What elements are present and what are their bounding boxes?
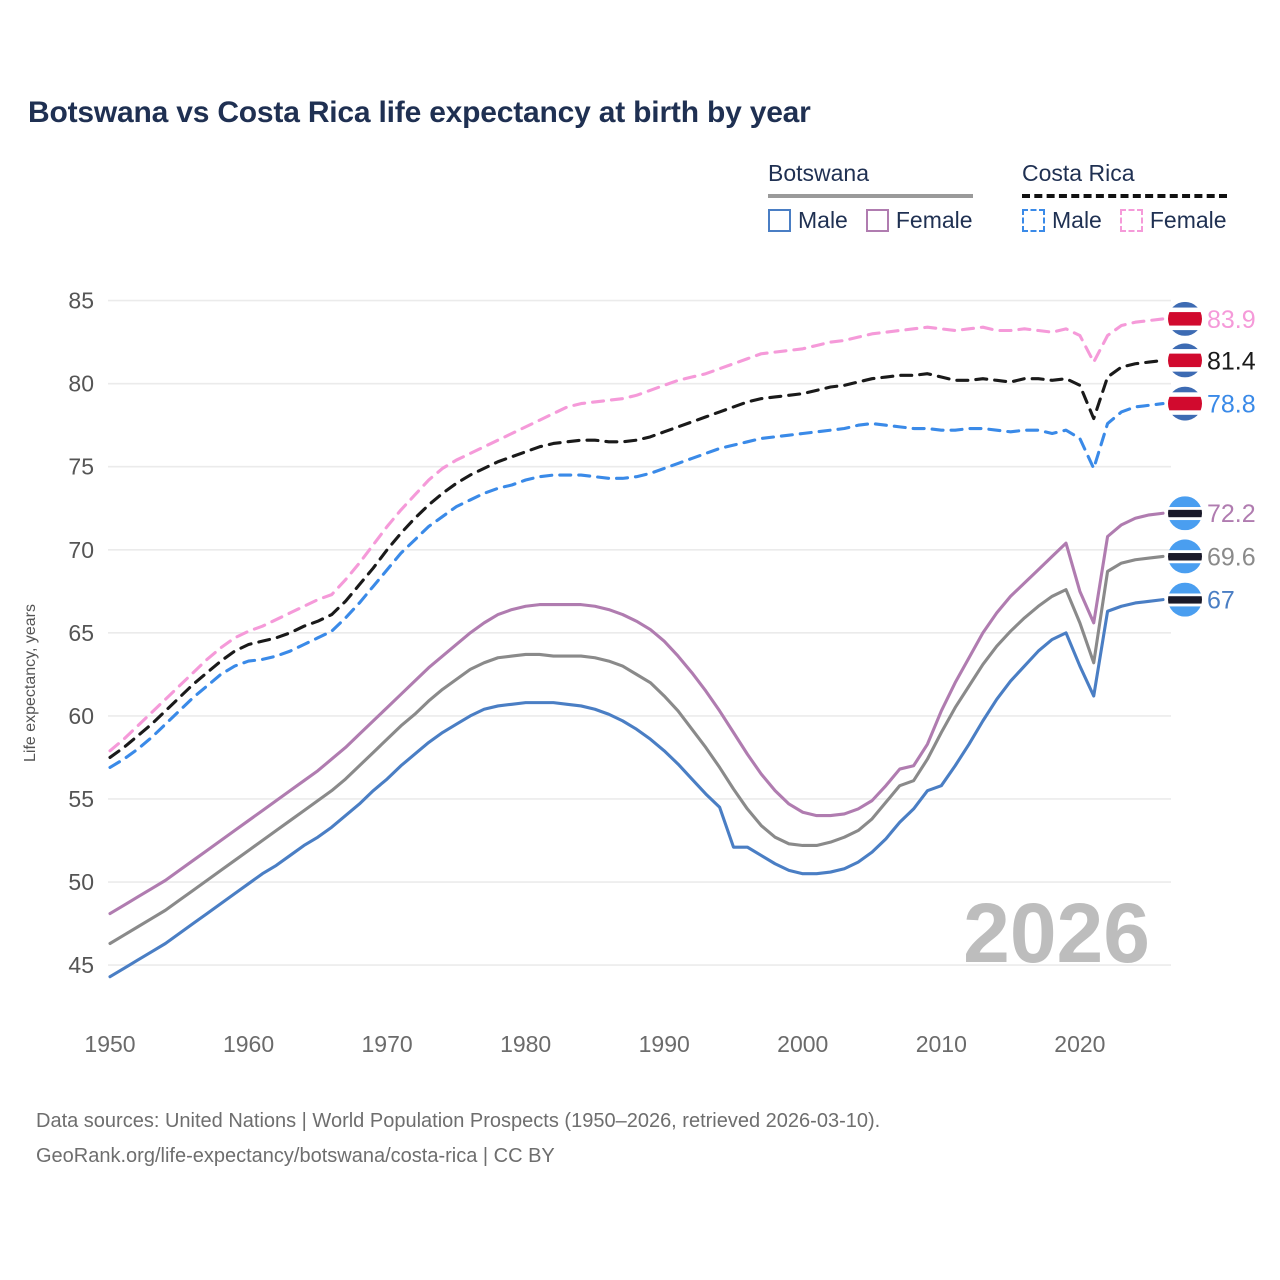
end-marker-costa-rica-female: 83.9 xyxy=(1168,301,1256,336)
y-tick-label: 55 xyxy=(68,786,94,812)
legend-label-female: Female xyxy=(1149,207,1227,233)
end-value-label: 69.6 xyxy=(1207,543,1256,571)
x-axis-ticks: 1950 1960 1970 1980 1990 2000 2010 2020 xyxy=(84,1031,1105,1057)
plot-area: Life expectancy, years 45 50 55 60 65 70 75 80 8… xyxy=(0,262,1280,1057)
end-marker-costa-rica-both: 81.4 xyxy=(1168,343,1256,378)
flag-icon-costa-rica xyxy=(1168,301,1202,336)
legend-rule-solid xyxy=(768,194,973,198)
series-line-costa-rica-female xyxy=(108,317,1165,753)
y-tick-label: 85 xyxy=(68,288,94,314)
legend-item-costa-rica-female[interactable]: Female xyxy=(1119,207,1227,234)
legend-group-botswana: Botswana Male Female xyxy=(768,160,973,234)
end-value-label: 81.4 xyxy=(1207,347,1256,375)
x-tick-label: 2000 xyxy=(777,1031,828,1057)
footer-line-sources: Data sources: United Nations | World Pop… xyxy=(36,1110,881,1132)
end-value-label: 72.2 xyxy=(1207,500,1256,528)
legend-rule-dashed xyxy=(1022,194,1227,198)
line-chart: 45 50 55 60 65 70 75 80 85 1950 1960 1970 1980 1990 2… xyxy=(68,288,1256,1057)
y-tick-label: 50 xyxy=(68,869,94,895)
legend-country-costa-rica: Costa Rica xyxy=(1022,160,1227,198)
footer-credits: Data sources: United Nations | World Pop… xyxy=(36,1104,1246,1174)
series-line-costa-rica-both xyxy=(108,358,1165,759)
y-axis-ticks: 45 50 55 60 65 70 75 80 85 xyxy=(68,288,94,978)
x-tick-label: 1950 xyxy=(84,1031,135,1057)
swatch-icon-botswana-female xyxy=(865,209,889,232)
x-tick-label: 2020 xyxy=(1054,1031,1105,1057)
legend-country-label: Costa Rica xyxy=(1022,160,1135,186)
legend-group-costa-rica: Costa Rica Male Female xyxy=(1022,160,1227,234)
page-title: Botswana vs Costa Rica life expectancy a… xyxy=(28,96,811,129)
y-axis-label: Life expectancy, years xyxy=(22,603,39,762)
legend-item-costa-rica-male[interactable]: Male xyxy=(1022,207,1102,234)
end-value-label: 78.8 xyxy=(1207,391,1256,419)
series-lines xyxy=(108,317,1165,979)
flag-icon-costa-rica xyxy=(1168,343,1202,378)
flag-icon-botswana xyxy=(1168,496,1202,531)
footer-line-url[interactable]: GeoRank.org/life-expectancy/botswana/cos… xyxy=(36,1145,555,1167)
x-tick-label: 1960 xyxy=(223,1031,274,1057)
swatch-icon-costa-rica-female xyxy=(1119,209,1143,232)
gridlines xyxy=(108,299,1171,966)
end-marker-costa-rica-male: 78.8 xyxy=(1168,386,1256,421)
series-line-costa-rica-male xyxy=(108,402,1165,769)
legend-country-label: Botswana xyxy=(768,160,870,186)
x-tick-label: 1990 xyxy=(639,1031,690,1057)
y-tick-label: 70 xyxy=(68,537,94,563)
series-line-botswana-both xyxy=(108,554,1165,946)
x-tick-label: 1970 xyxy=(362,1031,413,1057)
flag-icon-costa-rica xyxy=(1168,386,1202,421)
series-line-botswana-male xyxy=(108,598,1165,979)
chart-legend: Botswana Male Female Costa Rica xyxy=(760,160,1260,242)
y-tick-label: 80 xyxy=(68,371,94,397)
year-watermark: 2026 xyxy=(963,886,1150,980)
series-line-botswana-female xyxy=(108,511,1165,916)
legend-item-botswana-female[interactable]: Female xyxy=(865,207,973,234)
y-tick-label: 65 xyxy=(68,620,94,646)
end-value-label: 83.9 xyxy=(1207,306,1256,334)
x-tick-label: 2010 xyxy=(916,1031,967,1057)
end-marker-botswana-both: 69.6 xyxy=(1168,539,1256,574)
y-tick-label: 45 xyxy=(68,952,94,978)
flag-icon-botswana xyxy=(1168,539,1202,574)
legend-item-botswana-male[interactable]: Male xyxy=(768,207,848,234)
end-labels: 83.9 81.4 78.8 72.2 69.6 67 xyxy=(1168,301,1256,617)
legend-label-female: Female xyxy=(895,207,973,233)
end-value-label: 67 xyxy=(1207,587,1235,615)
flag-icon-botswana xyxy=(1168,582,1202,617)
end-marker-botswana-female: 72.2 xyxy=(1168,496,1256,531)
end-marker-botswana-male: 67 xyxy=(1168,582,1235,617)
y-tick-label: 60 xyxy=(68,703,94,729)
y-tick-label: 75 xyxy=(68,454,94,480)
x-tick-label: 1980 xyxy=(500,1031,551,1057)
swatch-icon-costa-rica-male xyxy=(1022,209,1045,232)
legend-label-male: Male xyxy=(798,207,848,233)
legend-country-botswana: Botswana xyxy=(768,160,973,198)
legend-label-male: Male xyxy=(1052,207,1102,233)
swatch-icon-botswana-male xyxy=(768,209,791,232)
